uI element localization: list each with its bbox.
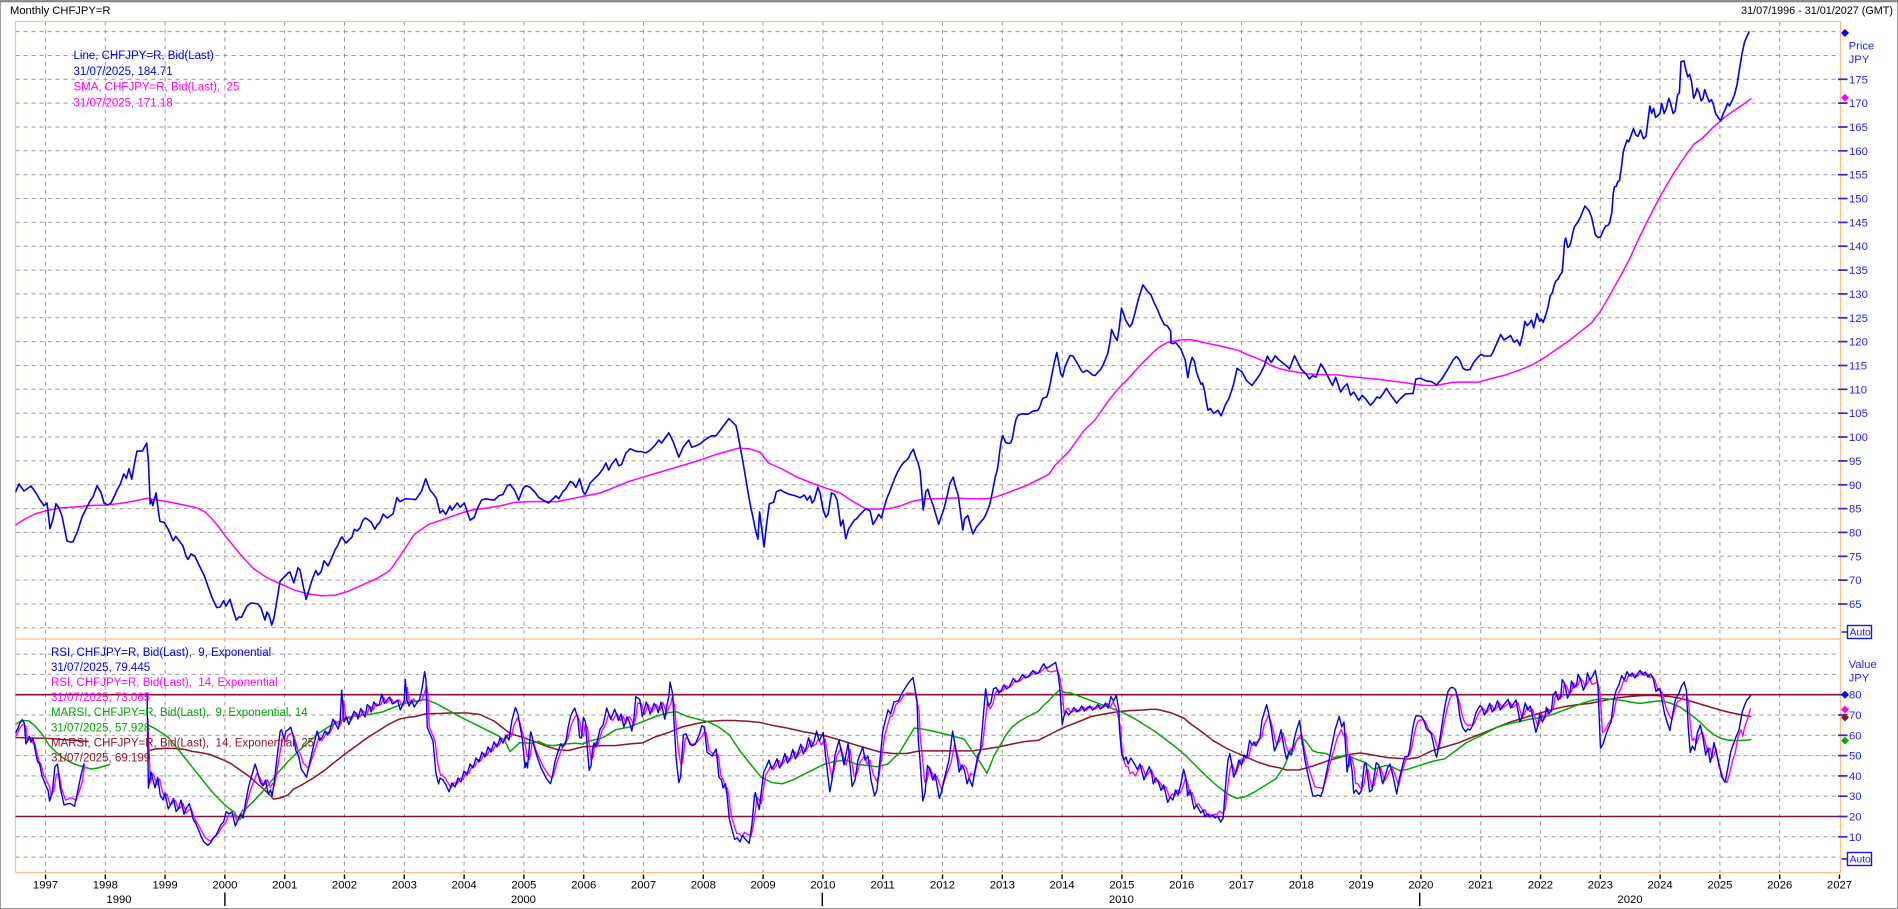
svg-text:Price: Price: [1849, 40, 1875, 52]
svg-text:SMA, CHFJPY=R, Bid(Last), 25: SMA, CHFJPY=R, Bid(Last), 25: [74, 82, 240, 94]
svg-text:2021: 2021: [1468, 880, 1493, 892]
svg-text:2010: 2010: [1109, 894, 1134, 906]
svg-text:2015: 2015: [1109, 880, 1134, 892]
svg-text:Line, CHFJPY=R, Bid(Last): Line, CHFJPY=R, Bid(Last): [74, 50, 214, 62]
svg-text:MARSI, CHFJPY=R, Bid(Last), 1: MARSI, CHFJPY=R, Bid(Last), 14, Exponent…: [51, 737, 314, 749]
svg-text:105: 105: [1849, 408, 1868, 420]
svg-text:JPY: JPY: [1849, 54, 1870, 66]
svg-text:2003: 2003: [392, 880, 417, 892]
svg-text:JPY: JPY: [1849, 673, 1870, 685]
svg-text:1998: 1998: [93, 880, 118, 892]
svg-text:2008: 2008: [691, 880, 716, 892]
svg-text:2026: 2026: [1767, 880, 1792, 892]
svg-text:80: 80: [1849, 690, 1862, 702]
svg-text:155: 155: [1849, 170, 1868, 182]
svg-text:85: 85: [1849, 504, 1862, 516]
svg-text:1997: 1997: [33, 880, 58, 892]
svg-text:31/07/2025, 79.445: 31/07/2025, 79.445: [51, 662, 150, 674]
svg-text:2006: 2006: [571, 880, 596, 892]
svg-text:130: 130: [1849, 289, 1868, 301]
svg-text:31/07/2025, 73.065: 31/07/2025, 73.065: [51, 692, 150, 704]
svg-text:90: 90: [1849, 480, 1862, 492]
svg-text:50: 50: [1849, 751, 1862, 763]
svg-text:2013: 2013: [990, 880, 1015, 892]
svg-text:115: 115: [1849, 361, 1867, 373]
svg-text:31/07/2025, 171.18: 31/07/2025, 171.18: [74, 98, 173, 110]
svg-text:40: 40: [1849, 771, 1862, 783]
svg-text:Auto: Auto: [1850, 855, 1871, 866]
svg-text:140: 140: [1849, 241, 1868, 253]
svg-text:160: 160: [1849, 146, 1868, 158]
svg-text:75: 75: [1849, 551, 1862, 563]
svg-text:Auto: Auto: [1850, 628, 1871, 639]
svg-text:1990: 1990: [106, 894, 131, 906]
svg-text:2025: 2025: [1707, 880, 1732, 892]
svg-text:20: 20: [1849, 812, 1862, 824]
svg-text:2024: 2024: [1648, 880, 1673, 892]
svg-text:70: 70: [1849, 710, 1862, 722]
svg-text:95: 95: [1849, 456, 1862, 468]
svg-text:2027: 2027: [1827, 880, 1852, 892]
svg-text:2011: 2011: [871, 880, 895, 892]
svg-text:110: 110: [1849, 384, 1867, 396]
svg-text:100: 100: [1849, 432, 1868, 444]
svg-text:2010: 2010: [810, 880, 835, 892]
svg-text:31/07/2025, 57.928: 31/07/2025, 57.928: [51, 722, 150, 734]
svg-text:31/07/2025, 184.71: 31/07/2025, 184.71: [74, 66, 173, 78]
svg-text:2022: 2022: [1528, 880, 1553, 892]
svg-text:2009: 2009: [751, 880, 776, 892]
svg-text:10: 10: [1849, 832, 1862, 844]
svg-text:Monthly CHFJPY=R: Monthly CHFJPY=R: [10, 5, 110, 17]
svg-text:165: 165: [1849, 122, 1868, 134]
svg-text:145: 145: [1849, 217, 1868, 229]
svg-text:2002: 2002: [332, 880, 357, 892]
svg-text:2020: 2020: [1408, 880, 1433, 892]
svg-text:2005: 2005: [511, 880, 536, 892]
svg-text:60: 60: [1849, 730, 1862, 742]
svg-text:2012: 2012: [930, 880, 955, 892]
svg-text:2018: 2018: [1289, 880, 1314, 892]
svg-text:135: 135: [1849, 265, 1868, 277]
svg-text:170: 170: [1849, 98, 1868, 110]
svg-text:30: 30: [1849, 791, 1862, 803]
svg-text:2016: 2016: [1169, 880, 1194, 892]
svg-text:2004: 2004: [452, 880, 477, 892]
svg-text:150: 150: [1849, 194, 1868, 206]
svg-text:2017: 2017: [1229, 880, 1254, 892]
svg-text:2019: 2019: [1349, 880, 1374, 892]
svg-text:2000: 2000: [511, 894, 536, 906]
svg-text:MARSI, CHFJPY=R, Bid(Last), 9: MARSI, CHFJPY=R, Bid(Last), 9, Exponenti…: [51, 707, 308, 719]
svg-text:120: 120: [1849, 337, 1868, 349]
svg-text:65: 65: [1849, 599, 1862, 611]
svg-text:2020: 2020: [1617, 894, 1642, 906]
svg-text:2001: 2001: [272, 880, 297, 892]
svg-text:2023: 2023: [1588, 880, 1613, 892]
svg-text:1999: 1999: [153, 880, 178, 892]
svg-text:RSI, CHFJPY=R, Bid(Last), 9,: RSI, CHFJPY=R, Bid(Last), 9, Exponential: [51, 647, 271, 659]
svg-text:2014: 2014: [1050, 880, 1075, 892]
svg-text:Value: Value: [1849, 659, 1877, 671]
svg-text:31/07/1996 - 31/01/2027 (GMT): 31/07/1996 - 31/01/2027 (GMT): [1741, 5, 1893, 17]
svg-text:31/07/2025, 69.199: 31/07/2025, 69.199: [51, 753, 150, 765]
svg-text:2007: 2007: [631, 880, 656, 892]
svg-text:80: 80: [1849, 527, 1862, 539]
svg-text:125: 125: [1849, 313, 1868, 325]
svg-text:70: 70: [1849, 575, 1862, 587]
svg-text:2000: 2000: [212, 880, 237, 892]
svg-text:RSI, CHFJPY=R, Bid(Last), 14,: RSI, CHFJPY=R, Bid(Last), 14, Exponentia…: [51, 677, 278, 689]
svg-text:175: 175: [1849, 74, 1868, 86]
